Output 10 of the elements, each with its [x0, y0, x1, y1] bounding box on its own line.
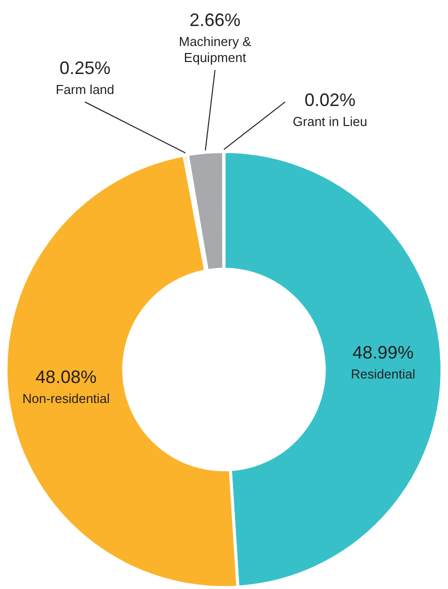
- data-label: 0.25%: [59, 58, 111, 78]
- slice-label: Farm land: [56, 82, 114, 98]
- slice-label: Residential: [350, 366, 416, 382]
- data-label: 0.02%: [304, 90, 356, 110]
- slice-label: Grant in Lieu: [292, 114, 368, 130]
- data-label: 48.99%: [352, 342, 414, 362]
- slice-label: Machinery & Equipment: [178, 34, 252, 66]
- slice-label: Non-residential: [22, 391, 110, 406]
- data-label: 48.08%: [36, 367, 97, 388]
- data-label: 2.66%: [189, 10, 241, 30]
